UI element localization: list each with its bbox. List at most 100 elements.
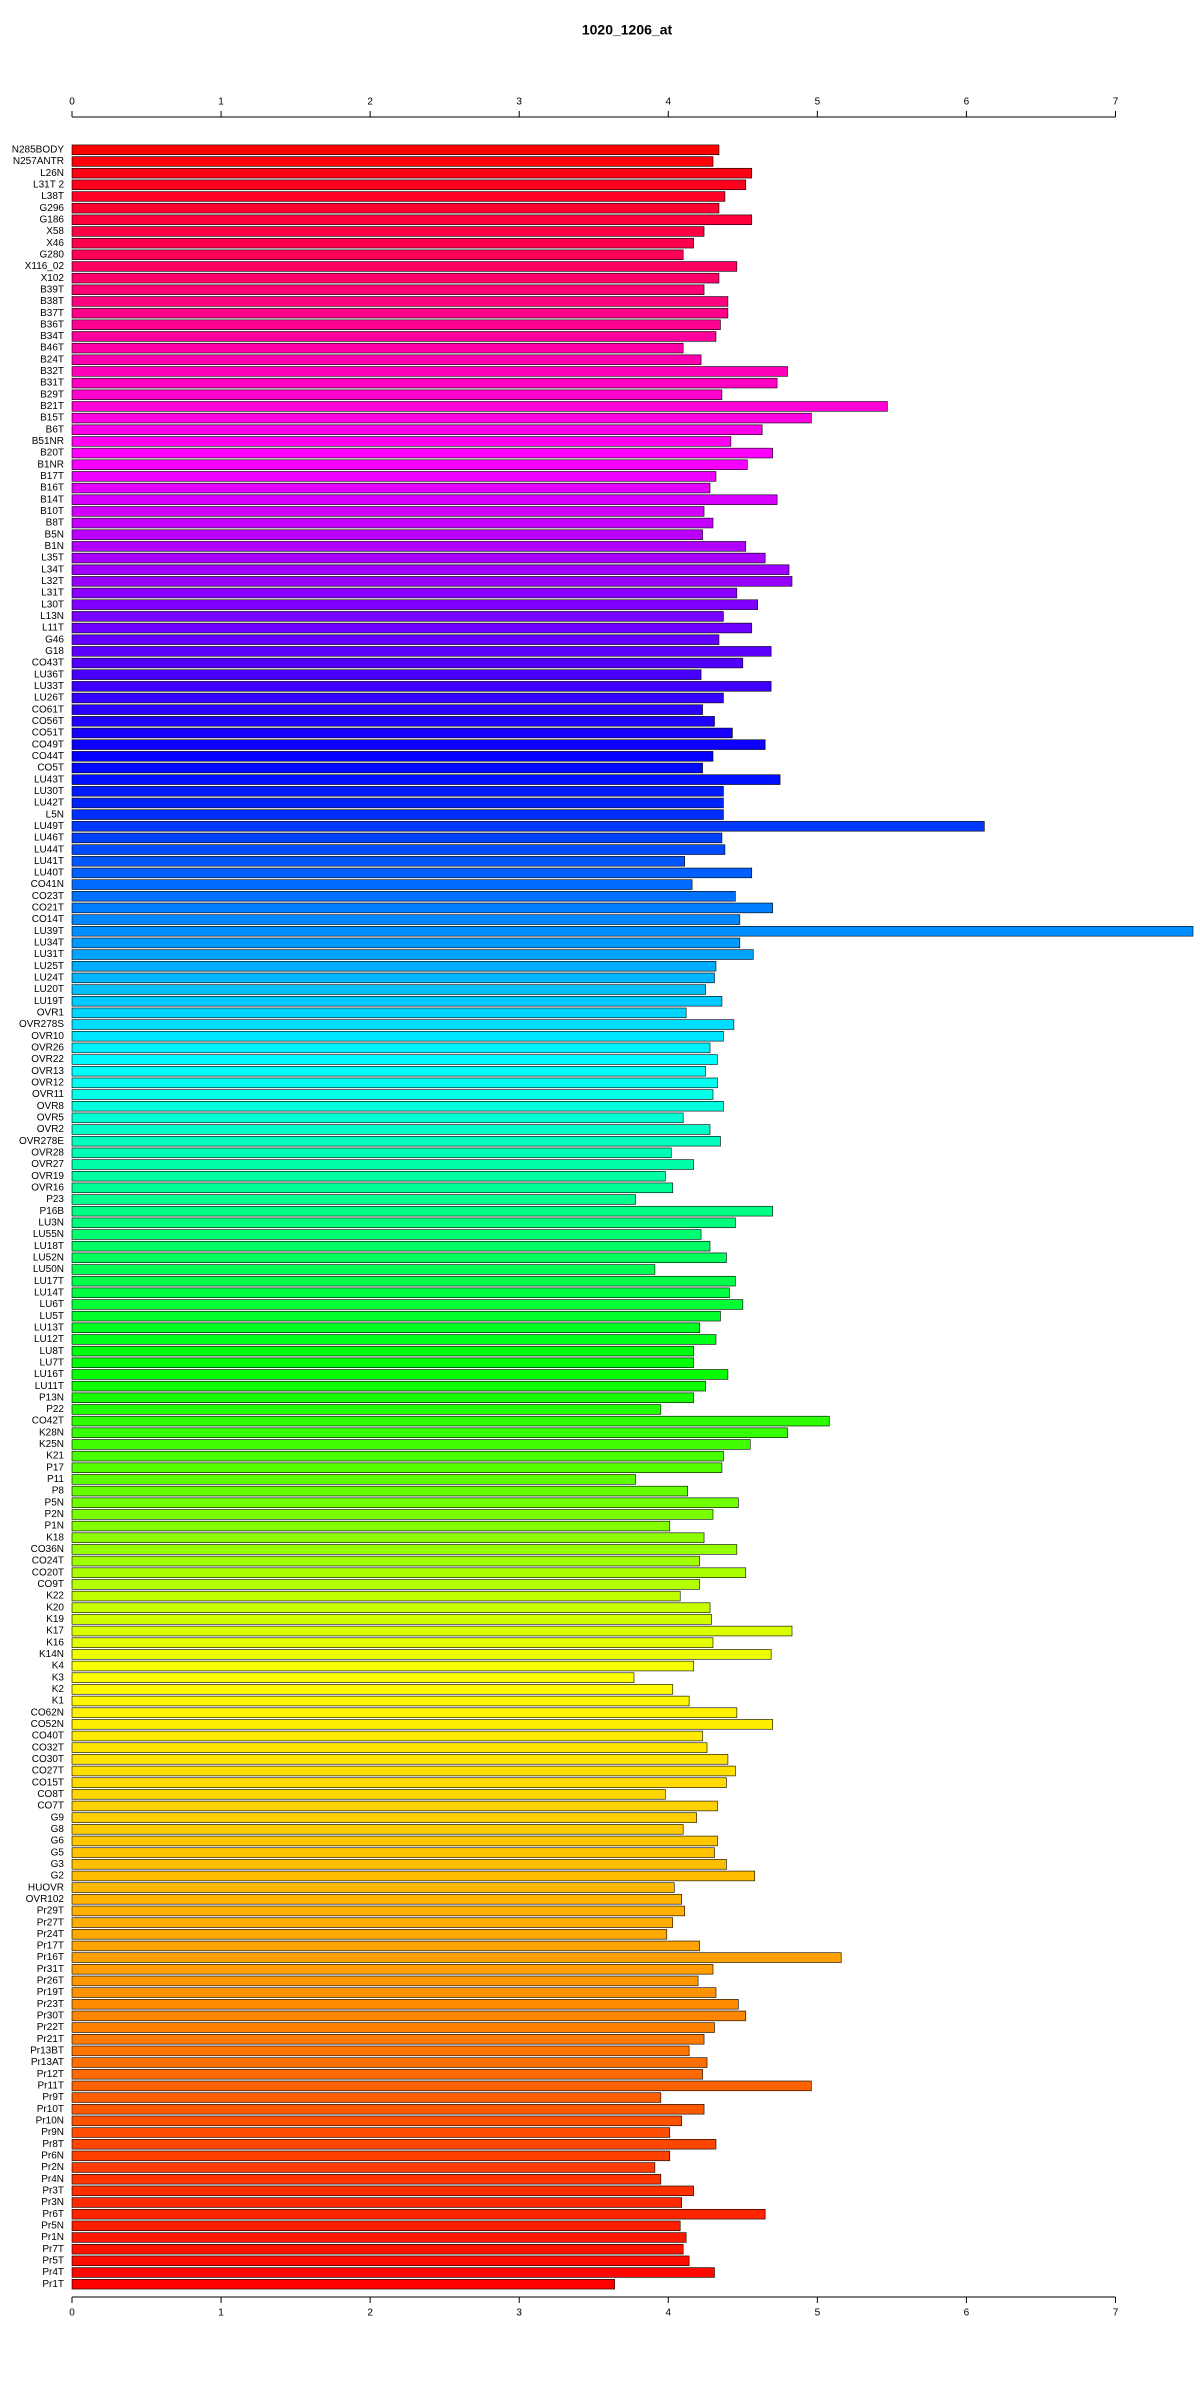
bar bbox=[71, 1544, 738, 1555]
y-tick-label: LU46T bbox=[34, 833, 64, 844]
bar bbox=[71, 1264, 656, 1275]
y-tick-label: B31T bbox=[40, 378, 64, 389]
bar bbox=[71, 307, 729, 319]
bar bbox=[71, 179, 747, 191]
y-tick-label: OVR26 bbox=[31, 1043, 64, 1054]
bar bbox=[71, 657, 744, 669]
y-tick-label: K18 bbox=[46, 1532, 64, 1543]
y-tick-label: K16 bbox=[46, 1637, 64, 1648]
bar bbox=[71, 984, 706, 995]
bar bbox=[71, 1007, 687, 1019]
y-tick-label: CO52N bbox=[31, 1719, 64, 1730]
y-tick-label: B21T bbox=[40, 401, 64, 412]
bar bbox=[71, 1602, 711, 1613]
bar bbox=[71, 1614, 712, 1625]
y-tick-label: P8 bbox=[52, 1486, 65, 1497]
y-tick-label: OVR19 bbox=[31, 1171, 64, 1182]
bar bbox=[71, 1929, 668, 1940]
bar bbox=[71, 447, 773, 459]
bar bbox=[71, 1637, 714, 1648]
bar bbox=[71, 1999, 739, 2010]
bar bbox=[71, 494, 778, 505]
bar bbox=[71, 856, 685, 867]
bar bbox=[71, 1707, 738, 1718]
y-tick-label: B1N bbox=[45, 541, 64, 552]
y-tick-label: OVR28 bbox=[31, 1147, 64, 1158]
bar bbox=[71, 646, 772, 657]
y-tick-label: B46T bbox=[40, 343, 64, 354]
bar bbox=[71, 774, 781, 785]
bar bbox=[71, 1497, 739, 1508]
bar bbox=[71, 1054, 718, 1065]
bar bbox=[71, 226, 705, 237]
bar bbox=[71, 1205, 773, 1217]
bar bbox=[71, 622, 753, 634]
y-tick-label: OVR2 bbox=[37, 1124, 65, 1135]
bar bbox=[71, 692, 724, 704]
bar bbox=[71, 972, 715, 984]
y-tick-label: L5N bbox=[46, 809, 64, 820]
y-tick-label: OVR8 bbox=[37, 1101, 65, 1112]
y-tick-label: Pr27T bbox=[37, 1917, 64, 1928]
bar bbox=[71, 517, 714, 529]
y-tick-label: CO36N bbox=[31, 1544, 64, 1555]
y-tick-label: L34T bbox=[41, 564, 64, 575]
x-tick-label: 0 bbox=[69, 97, 75, 108]
bar bbox=[71, 844, 726, 855]
bar bbox=[71, 261, 738, 272]
bar bbox=[71, 809, 724, 820]
y-tick-label: B39T bbox=[40, 284, 64, 295]
bar bbox=[71, 926, 1194, 937]
y-tick-label: B15T bbox=[40, 413, 64, 424]
bar bbox=[71, 1800, 718, 1812]
x-tick-label: 4 bbox=[665, 2308, 671, 2319]
bar bbox=[71, 1019, 735, 1030]
y-tick-label: L38T bbox=[41, 191, 64, 202]
y-tick-label: Pr3T bbox=[42, 2186, 64, 2197]
y-tick-label: CO30T bbox=[32, 1754, 64, 1765]
bar bbox=[71, 1695, 690, 1707]
y-tick-label: X58 bbox=[46, 226, 64, 237]
bar bbox=[71, 1275, 736, 1287]
y-tick-label: LU12T bbox=[34, 1334, 64, 1345]
bar bbox=[71, 1310, 721, 1322]
bar bbox=[71, 1579, 700, 1590]
bar bbox=[71, 914, 741, 925]
bar bbox=[71, 2220, 681, 2232]
bar bbox=[71, 1509, 714, 1520]
y-tick-label: LU17T bbox=[34, 1276, 64, 1287]
bar bbox=[71, 552, 766, 564]
bar bbox=[71, 1229, 702, 1240]
y-tick-label: Pr17T bbox=[37, 1941, 64, 1952]
bar bbox=[71, 156, 714, 167]
y-tick-label: CO27T bbox=[32, 1766, 64, 1777]
y-tick-label: K1 bbox=[52, 1696, 65, 1707]
y-tick-label: LU3N bbox=[38, 1217, 64, 1228]
x-tick-label: 5 bbox=[815, 97, 821, 108]
y-tick-label: K20 bbox=[46, 1602, 64, 1613]
y-tick-label: B16T bbox=[40, 483, 64, 494]
y-tick-label: K22 bbox=[46, 1591, 64, 1602]
y-tick-label: LU11T bbox=[35, 1381, 64, 1392]
y-tick-label: Pr24T bbox=[37, 1929, 64, 1940]
y-tick-label: N257ANTR bbox=[13, 156, 64, 167]
bar bbox=[71, 1369, 729, 1380]
bar bbox=[71, 1812, 697, 1823]
bar bbox=[71, 331, 717, 342]
y-tick-label: K2 bbox=[52, 1684, 65, 1695]
bar bbox=[71, 1742, 708, 1753]
bar bbox=[71, 1940, 700, 1952]
bar bbox=[71, 354, 702, 365]
y-tick-label: CO42T bbox=[32, 1416, 64, 1427]
y-tick-label: CO32T bbox=[32, 1742, 64, 1753]
bar bbox=[71, 424, 763, 435]
bar bbox=[71, 1824, 684, 1835]
bar bbox=[71, 2080, 812, 2092]
bar bbox=[71, 2150, 671, 2162]
y-tick-label: Pr19T bbox=[37, 1987, 64, 1998]
y-tick-label: CO9T bbox=[37, 1579, 64, 1590]
bar bbox=[71, 377, 778, 389]
bar bbox=[71, 1625, 793, 1637]
y-tick-label: K3 bbox=[52, 1672, 65, 1683]
y-tick-label: B17T bbox=[40, 471, 64, 482]
